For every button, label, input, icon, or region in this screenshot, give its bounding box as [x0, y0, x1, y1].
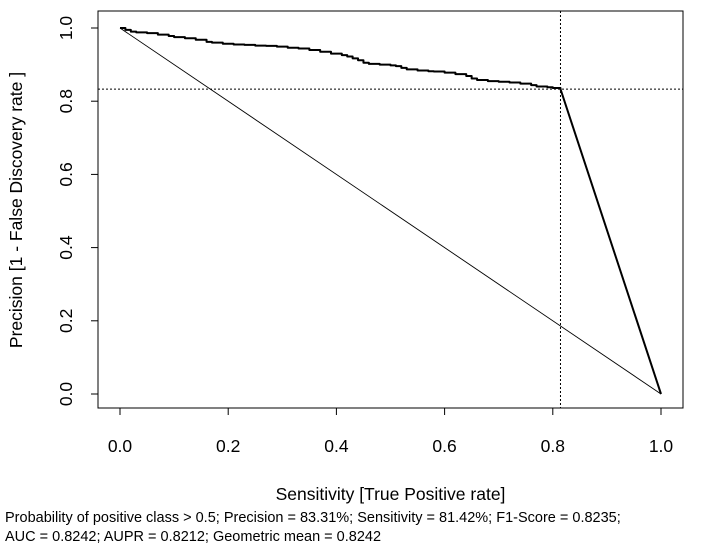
- y-tick-label: 0.6: [56, 162, 76, 186]
- precision-recall-chart: 0.0 0.2 0.4 0.6 0.8 1.0 0.0 0.2 0.4 0.6 0.8 1.0 Se…: [6, 10, 684, 504]
- summary-line-1: Probability of positive class > 0.5; Pre…: [5, 510, 621, 526]
- x-tick-label: 0.2: [216, 436, 240, 456]
- y-tick-label: 1.0: [56, 16, 76, 41]
- x-tick-label: 0.6: [432, 436, 456, 456]
- series-line-3: [119, 27, 662, 395]
- y-tick-label: 0.0: [56, 382, 76, 407]
- y-tick-label: 0.4: [56, 235, 76, 260]
- plot-area-frame: [97, 10, 684, 409]
- y-axis: 0.0 0.2 0.4 0.6 0.8 1.0: [56, 16, 99, 407]
- series-line-2: [559, 88, 662, 395]
- x-tick-label: 0.4: [324, 436, 349, 456]
- x-axis-label: Sensitivity [True Positive rate]: [276, 484, 506, 504]
- y-tick-label: 0.8: [56, 89, 76, 113]
- x-tick-label: 0.8: [541, 436, 565, 456]
- series-line-1: [120, 27, 562, 90]
- reference-lines: [98, 11, 683, 408]
- y-tick-label: 0.2: [56, 309, 76, 333]
- y-axis-label: Precision [1 - False Discovery rate ]: [6, 72, 26, 348]
- summary-line-2: AUC = 0.8242; AUPR = 0.8212; Geometric m…: [5, 529, 382, 545]
- x-axis: 0.0 0.2 0.4 0.6 0.8 1.0: [108, 407, 674, 456]
- x-tick-label: 0.0: [108, 436, 133, 456]
- series-group: [119, 27, 662, 395]
- x-tick-label: 1.0: [649, 436, 674, 456]
